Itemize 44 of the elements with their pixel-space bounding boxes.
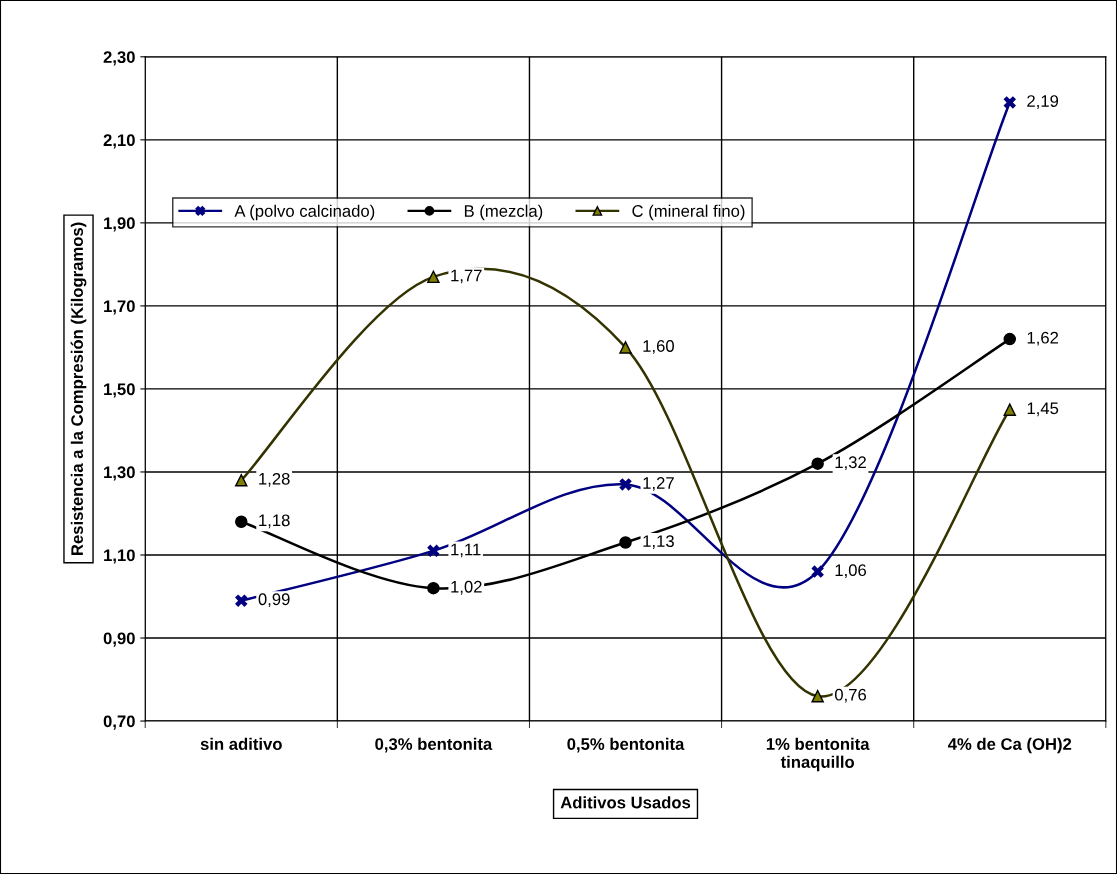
y-tick-label: 1,70 bbox=[104, 300, 135, 315]
data-label: 1,77 bbox=[451, 269, 482, 284]
point bbox=[427, 581, 440, 595]
data-label: 1,62 bbox=[1027, 331, 1059, 346]
y-tick-label: 0,90 bbox=[103, 632, 135, 647]
x-tick-label: sin aditivo bbox=[200, 737, 282, 750]
point bbox=[427, 544, 440, 558]
point bbox=[619, 478, 632, 491]
y-tick-label: 2,10 bbox=[103, 134, 135, 149]
point bbox=[811, 565, 824, 578]
data-label: 1,27 bbox=[643, 477, 674, 491]
data-label: 1,11 bbox=[451, 543, 481, 558]
data-label: 0,76 bbox=[834, 688, 867, 703]
data-label: 1,45 bbox=[1027, 402, 1059, 417]
data-label: 1,60 bbox=[643, 340, 674, 354]
y-tick-label: 0,70 bbox=[103, 715, 135, 730]
y-tick-label: 1,10 bbox=[104, 549, 135, 564]
point bbox=[235, 594, 248, 607]
y-axis-title: Resistencia a la Compresión (Kilogramos) bbox=[70, 222, 87, 555]
point bbox=[235, 515, 248, 529]
data-label: 1,32 bbox=[835, 456, 866, 471]
legend-label: C (mineral fino) bbox=[632, 204, 745, 221]
y-tick-label: 1,50 bbox=[104, 383, 135, 398]
data-label: 2,19 bbox=[1027, 95, 1059, 109]
x-tick-label: 1% bentonita tinaquillo bbox=[766, 737, 870, 772]
legend-label: B (mezcla) bbox=[464, 204, 543, 221]
point bbox=[1003, 96, 1017, 109]
y-tick-label: 2,30 bbox=[103, 51, 135, 66]
data-label: 0,99 bbox=[258, 593, 290, 608]
data-label: 1,28 bbox=[259, 472, 290, 487]
point bbox=[1003, 332, 1017, 346]
data-label: 1,13 bbox=[643, 535, 674, 549]
y-tick-label: 1,90 bbox=[104, 217, 135, 232]
point bbox=[811, 457, 824, 470]
data-label: 1,02 bbox=[451, 580, 482, 595]
data-label: 1,18 bbox=[259, 514, 290, 529]
x-tick-label: 0,5% bentonita bbox=[567, 737, 685, 753]
legend-label: A (polvo calcinado) bbox=[234, 204, 375, 221]
point bbox=[619, 536, 632, 549]
data-label: 1,06 bbox=[835, 564, 867, 579]
x-tick-label: 4% de Ca (OH)2 bbox=[947, 737, 1072, 754]
y-tick-label: 1,30 bbox=[104, 466, 135, 481]
x-tick-label: 0,3% bentonita bbox=[375, 737, 493, 753]
x-axis-title: Aditivos Usados bbox=[560, 796, 691, 809]
